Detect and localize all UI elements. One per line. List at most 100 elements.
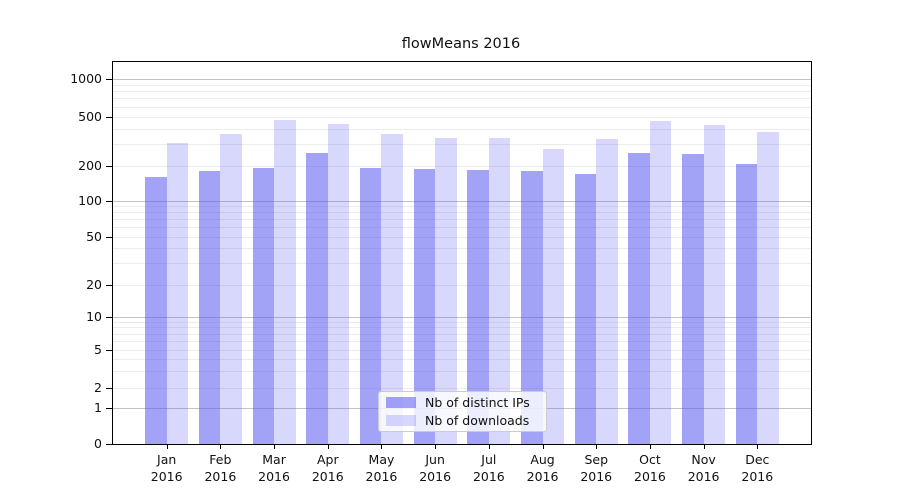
x-tick-month: Feb <box>209 452 232 467</box>
legend-swatch-distinct-ips <box>386 397 416 408</box>
x-tick-month: Aug <box>530 452 555 467</box>
bar-downloads-aug <box>542 148 565 444</box>
x-tick-month: Apr <box>316 452 339 467</box>
x-tick-year: 2016 <box>580 469 613 484</box>
x-tick-mark <box>381 444 383 449</box>
y-gridline-major <box>113 201 811 202</box>
bar-distinct-ips-jul <box>467 170 489 444</box>
x-tick-year: 2016 <box>258 469 290 484</box>
y-gridline-minor <box>113 333 811 335</box>
y-tick-label: 500 <box>78 108 102 124</box>
y-gridline-major <box>113 79 811 80</box>
bar-downloads-dec <box>757 132 779 444</box>
legend-label-downloads: Nb of downloads <box>425 413 530 428</box>
bar-downloads-jan <box>166 143 189 444</box>
x-tick-month: Sep <box>584 452 608 467</box>
y-tick-mark <box>106 166 112 167</box>
y-tick-label: 2 <box>94 380 102 395</box>
legend-swatch-downloads <box>386 415 416 426</box>
bar-distinct-ips-feb <box>198 171 221 444</box>
x-tick-mark <box>166 444 168 449</box>
y-tick-mark <box>106 349 112 351</box>
y-gridline-minor <box>113 84 811 86</box>
bar-downloads-oct <box>649 120 672 444</box>
y-gridline-minor <box>113 388 811 389</box>
y-gridline-minor <box>113 219 811 221</box>
x-tick-mark <box>649 444 651 449</box>
y-tick-mark <box>106 201 112 202</box>
y-tick-label: 0 <box>94 436 102 451</box>
y-tick-label: 20 <box>86 276 102 292</box>
bar-distinct-ips-may <box>359 168 382 444</box>
x-tick-label: Nov 2016 <box>674 451 734 485</box>
y-gridline-minor <box>113 248 811 250</box>
y-tick-mark <box>106 388 112 389</box>
y-gridline-minor <box>113 263 811 265</box>
x-tick-year: 2016 <box>150 469 183 484</box>
bar-distinct-ips-oct <box>628 153 650 444</box>
x-tick-year: 2016 <box>687 469 720 484</box>
x-tick-mark <box>542 444 544 449</box>
y-tick-label: 50 <box>86 228 102 244</box>
x-tick-mark <box>596 444 598 449</box>
bar-distinct-ips-nov <box>682 153 704 444</box>
bar-downloads-nov <box>703 125 726 444</box>
y-tick-label: 1 <box>94 399 102 415</box>
x-tick-year: 2016 <box>419 469 452 484</box>
y-gridline-minor <box>113 116 811 118</box>
bar-downloads-jun <box>435 138 457 444</box>
y-gridline-minor <box>113 327 811 329</box>
legend-item-distinct-ips: Nb of distinct IPs <box>386 395 546 410</box>
y-tick-mark <box>106 236 112 238</box>
y-gridline-minor <box>113 340 811 342</box>
legend: Nb of distinct IPs Nb of downloads <box>378 391 547 432</box>
y-tick-mark <box>106 407 112 409</box>
bar-distinct-ips-jun <box>413 168 436 444</box>
y-gridline-minor <box>113 227 811 229</box>
bar-distinct-ips-jan <box>145 177 167 444</box>
x-tick-month: Dec <box>745 452 770 467</box>
y-gridline-minor <box>113 106 811 108</box>
bar-distinct-ips-aug <box>521 171 543 444</box>
x-tick-year: 2016 <box>526 469 559 484</box>
x-tick-mark <box>757 444 759 449</box>
bar-downloads-apr <box>327 124 350 444</box>
y-gridline-minor <box>113 212 811 214</box>
x-tick-year: 2016 <box>472 469 505 484</box>
bar-downloads-may <box>381 134 403 444</box>
y-tick-mark <box>106 79 112 80</box>
x-tick-year: 2016 <box>311 469 344 484</box>
bar-downloads-feb <box>220 133 242 444</box>
x-tick-month: Jul <box>481 452 497 467</box>
chart-title: flowMeans 2016 <box>401 36 521 52</box>
x-tick-mark <box>274 444 276 449</box>
x-tick-label: Aug 2016 <box>513 451 573 485</box>
y-gridline-major <box>113 317 811 318</box>
y-tick-mark <box>106 284 112 286</box>
x-tick-label: Feb 2016 <box>190 451 250 485</box>
y-tick-mark <box>106 317 112 318</box>
x-tick-month: Mar <box>262 452 286 467</box>
bar-distinct-ips-sep <box>574 173 597 444</box>
y-gridline-minor <box>113 166 811 167</box>
x-tick-month: Jan <box>157 452 177 467</box>
y-gridline-minor <box>113 358 811 360</box>
x-tick-label: Dec 2016 <box>727 451 787 485</box>
x-tick-year: 2016 <box>741 469 774 484</box>
x-tick-month: Jun <box>425 452 445 467</box>
legend-label-distinct-ips: Nb of distinct IPs <box>425 395 530 410</box>
y-tick-mark <box>106 444 112 445</box>
x-tick-label: Apr 2016 <box>298 451 358 485</box>
x-tick-month: May <box>368 452 395 467</box>
y-gridline-minor <box>113 236 811 238</box>
x-tick-mark <box>703 444 705 449</box>
x-tick-month: Nov <box>691 452 716 467</box>
x-tick-mark <box>327 444 329 449</box>
bar-downloads-jul <box>488 138 511 444</box>
y-tick-mark <box>106 116 112 118</box>
x-tick-label: Sep 2016 <box>566 451 626 485</box>
y-gridline-minor <box>113 91 811 93</box>
y-tick-label: 100 <box>78 193 102 208</box>
y-gridline-minor <box>113 128 811 130</box>
